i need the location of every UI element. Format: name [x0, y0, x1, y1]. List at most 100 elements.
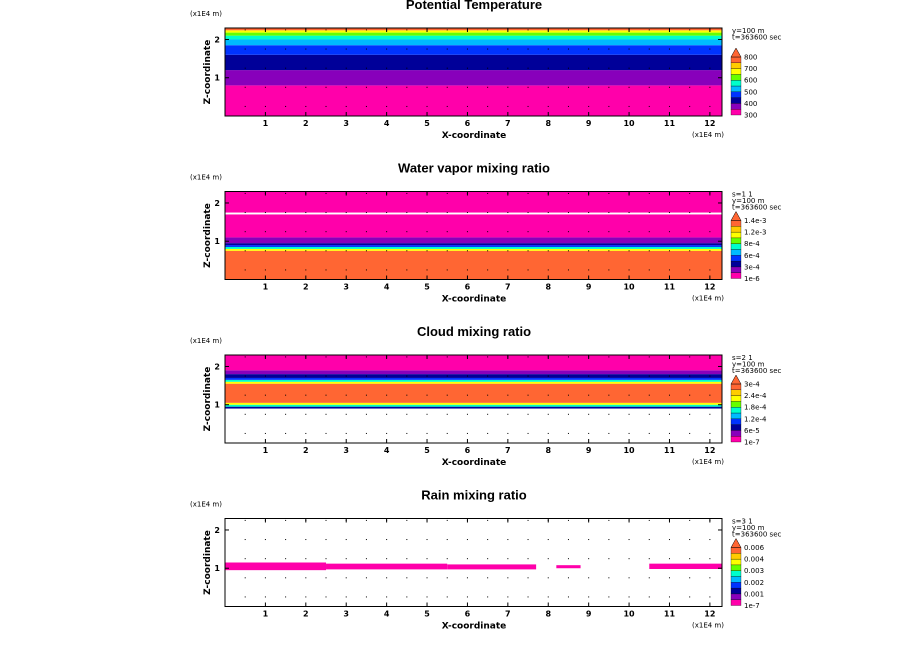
grid-dot: [567, 192, 569, 194]
info-line: s=3 1: [732, 518, 753, 526]
grid-dot: [466, 231, 468, 233]
grid-dot: [305, 86, 307, 88]
grid-dot: [689, 269, 691, 271]
grid-dot: [285, 596, 287, 598]
y-tick-label: 1: [214, 564, 220, 573]
grid-dot: [285, 394, 287, 396]
grid-dot: [668, 577, 670, 579]
grid-dot: [406, 250, 408, 252]
grid-dot: [648, 558, 650, 560]
grid-dot: [487, 269, 489, 271]
grid-dot: [325, 375, 327, 377]
grid-dot: [547, 48, 549, 50]
grid-dot: [709, 394, 711, 396]
grid-dot: [547, 413, 549, 415]
grid-dot: [365, 48, 367, 50]
grid-dot: [264, 539, 266, 541]
x-tick-label: 9: [586, 283, 592, 292]
contour-band-2: [225, 70, 722, 86]
grid-dot: [325, 212, 327, 214]
grid-dot: [426, 250, 428, 252]
grid-dot: [244, 192, 246, 194]
grid-dot: [426, 269, 428, 271]
grid-dot: [406, 577, 408, 579]
grid-dot: [406, 67, 408, 69]
x-tick-label: 10: [623, 119, 635, 128]
y-axis-label: Z-coordinate: [203, 40, 213, 105]
grid-dot: [628, 250, 630, 252]
colorbar-arrow: [730, 537, 742, 548]
grid-dot: [628, 212, 630, 214]
info-line: t=363600 sec: [732, 367, 782, 375]
grid-dot: [547, 269, 549, 271]
grid-dots: [244, 519, 711, 598]
colorbar-swatch: [730, 412, 742, 419]
grid-dot: [608, 394, 610, 396]
grid-dot: [608, 539, 610, 541]
grid-dot: [466, 67, 468, 69]
grid-dot: [345, 86, 347, 88]
grid-dot: [386, 596, 388, 598]
grid-dot: [487, 29, 489, 31]
grid-dot: [446, 558, 448, 560]
grid-dot: [285, 231, 287, 233]
x-tick-label: 5: [424, 119, 430, 128]
grid-dot: [325, 432, 327, 434]
grid-dot: [628, 413, 630, 415]
grid-dot: [406, 596, 408, 598]
grid-dot: [567, 250, 569, 252]
grid-dot: [264, 413, 266, 415]
colorbar-label: 0.002: [744, 579, 764, 587]
grid-dot: [668, 394, 670, 396]
colorbar-swatch: [730, 68, 742, 75]
x-axis-label: X-coordinate: [442, 622, 507, 632]
x-tick-label: 12: [704, 446, 715, 455]
colorbar-label: 3e-4: [744, 263, 760, 271]
grid-dot: [345, 375, 347, 377]
grid-dot: [689, 413, 691, 415]
colorbar-arrow: [730, 210, 742, 221]
grid-dot: [244, 539, 246, 541]
x-tick-label: 7: [505, 283, 511, 292]
grid-dot: [487, 519, 489, 521]
grid-dot: [668, 67, 670, 69]
grid-dot: [527, 413, 529, 415]
grid-dot: [648, 394, 650, 396]
x-tick-label: 5: [424, 283, 430, 292]
grid-dot: [689, 558, 691, 560]
grid-dot: [507, 413, 509, 415]
x-tick-label: 10: [623, 283, 635, 292]
grid-dot: [345, 67, 347, 69]
x-tick-label: 6: [465, 119, 471, 128]
grid-dot: [305, 67, 307, 69]
contour-band-6: [225, 237, 722, 244]
x-tick-label: 1: [263, 119, 269, 128]
grid-dot: [446, 375, 448, 377]
grid-dot: [588, 86, 590, 88]
colorbar-swatch: [730, 430, 742, 437]
chart-title: Cloud mixing ratio: [417, 324, 531, 339]
grid-dot: [466, 558, 468, 560]
contour-band-3: [225, 54, 722, 71]
grid-dot: [689, 86, 691, 88]
grid-dot: [648, 596, 650, 598]
grid-dot: [345, 596, 347, 598]
y-tick-label: 1: [214, 237, 220, 246]
grid-dot: [446, 231, 448, 233]
grid-dot: [305, 269, 307, 271]
x-tick-label: 11: [664, 119, 676, 128]
grid-dot: [345, 212, 347, 214]
grid-dot: [446, 86, 448, 88]
colorbar-swatch: [730, 231, 742, 239]
grid-dot: [264, 558, 266, 560]
grid-dot: [527, 539, 529, 541]
grid-dot: [406, 29, 408, 31]
grid-dot: [305, 48, 307, 50]
grid-dot: [325, 413, 327, 415]
grid-dot: [709, 105, 711, 107]
x-tick-label: 3: [343, 610, 349, 619]
grid-dot: [709, 269, 711, 271]
panel-3: Cloud mixing ratio(x1E4 m)1 2 3 4 5 6 7 8 9 10 11 1…: [190, 324, 782, 468]
grid-dot: [709, 375, 711, 377]
grid-dot: [689, 250, 691, 252]
